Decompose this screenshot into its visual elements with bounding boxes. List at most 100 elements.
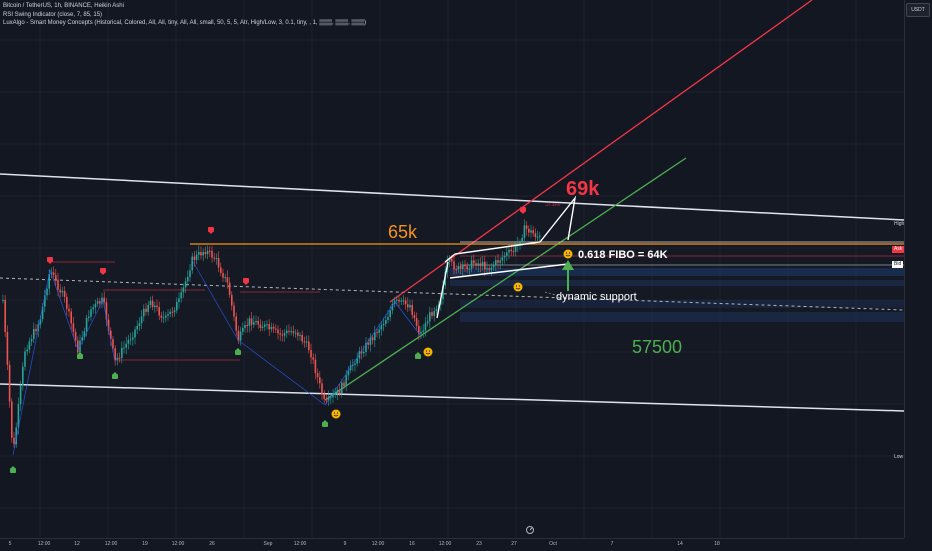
candle-body (41, 306, 44, 320)
candle-body (235, 316, 237, 331)
candle-body (96, 301, 99, 304)
candle-body (376, 332, 378, 334)
candle-body (28, 341, 31, 350)
fvg-zone (450, 280, 904, 286)
candle-body (226, 277, 229, 283)
price-chart[interactable] (0, 0, 905, 538)
smiley-eye (515, 285, 518, 287)
candle-body (330, 397, 332, 399)
time-scale[interactable] (0, 538, 904, 551)
time-tick: 18 (714, 541, 720, 547)
green-swing-pointer (78, 352, 82, 354)
price-tag-white: Bid (892, 261, 904, 268)
candle-body (154, 305, 156, 308)
time-tick: 19 (142, 541, 148, 547)
time-tick: 23 (476, 541, 482, 547)
candle-body (433, 310, 435, 316)
candle-body (499, 260, 501, 263)
candle-body (94, 303, 97, 308)
candle-body (413, 314, 416, 319)
time-tick: Oct (549, 541, 557, 547)
candle-body (26, 349, 28, 352)
swing-line (237, 339, 326, 406)
candle-body (305, 341, 308, 343)
candle-body (239, 331, 242, 341)
candle-body (343, 382, 345, 386)
candle-body (323, 394, 325, 399)
smiley-eye (428, 350, 431, 352)
candle-body (233, 305, 235, 317)
candle-body (171, 311, 174, 313)
smiley-icon (513, 282, 523, 292)
candle-body (99, 301, 101, 304)
fvg-zone (460, 300, 904, 308)
fvg-zones (0, 200, 904, 405)
candle-body (404, 300, 407, 305)
candle-body (246, 325, 248, 327)
candle-body (237, 330, 240, 341)
candle-body (39, 319, 42, 325)
smiley-icon (563, 249, 573, 259)
candle-body (4, 299, 6, 333)
label-57500: 57500 (632, 337, 683, 357)
currency-selector[interactable]: USDT (906, 3, 930, 17)
candle-body (391, 303, 394, 311)
candle-body (257, 320, 259, 325)
candle-body (525, 225, 528, 229)
smiley-icon (331, 409, 341, 419)
channel-fill (0, 200, 904, 405)
candle-body (528, 228, 530, 233)
time-tick: 9 (343, 541, 347, 547)
time-tick: 12:00 (171, 541, 185, 547)
candle-body (209, 250, 211, 252)
chart-plot-area[interactable]: Bitcoin / TetherUS, 1h, BINANCE, Heikin … (0, 0, 905, 538)
flag-pole (436, 261, 449, 319)
candle-body (462, 264, 464, 269)
candle-body (105, 302, 108, 320)
candle-body (266, 324, 268, 326)
candle-body (250, 318, 253, 325)
candle-body (466, 266, 468, 270)
candle-body (290, 331, 292, 333)
smiley-eye (518, 285, 521, 287)
candle-body (367, 342, 369, 345)
candle-body (316, 373, 319, 378)
candle-body (321, 383, 323, 395)
candle-body (431, 312, 433, 316)
candle-body (387, 316, 389, 321)
candle-body (30, 338, 33, 342)
candle-body (477, 263, 479, 266)
candle-body (378, 329, 380, 333)
candle-body (400, 300, 402, 302)
candle-body (484, 261, 486, 270)
green-swing-pointer (11, 466, 15, 468)
candle-body (13, 437, 15, 445)
candle-body (81, 337, 83, 341)
candle-body (481, 261, 484, 267)
legend-symbol: Bitcoin / TetherUS, 1h, BINANCE, Heikin … (3, 3, 124, 9)
candle-body (55, 275, 57, 280)
candle-body (11, 401, 13, 438)
candle-body (248, 318, 251, 327)
price-scale[interactable] (904, 0, 932, 538)
time-tick: 16 (409, 541, 415, 547)
smiley-mouth (333, 414, 339, 417)
candle-body (536, 236, 539, 238)
time-tick: 12:00 (37, 541, 51, 547)
candle-body (103, 297, 105, 303)
candle-body (319, 377, 321, 384)
candle-body (92, 307, 94, 310)
candle-body (8, 364, 11, 402)
time-tick: Sep (263, 541, 273, 547)
candle-body (176, 302, 178, 311)
candle-body (512, 251, 515, 253)
candle-body (532, 230, 534, 234)
candle-body (338, 389, 341, 394)
candle-body (140, 316, 143, 324)
smiley-eye (565, 252, 568, 254)
reset-scale-icon[interactable] (525, 525, 535, 535)
swing-line (77, 299, 104, 351)
time-tick: 12:00 (293, 541, 307, 547)
candle-body (501, 257, 504, 261)
label-fibo: 0.618 FIBO = 64K (578, 249, 668, 261)
